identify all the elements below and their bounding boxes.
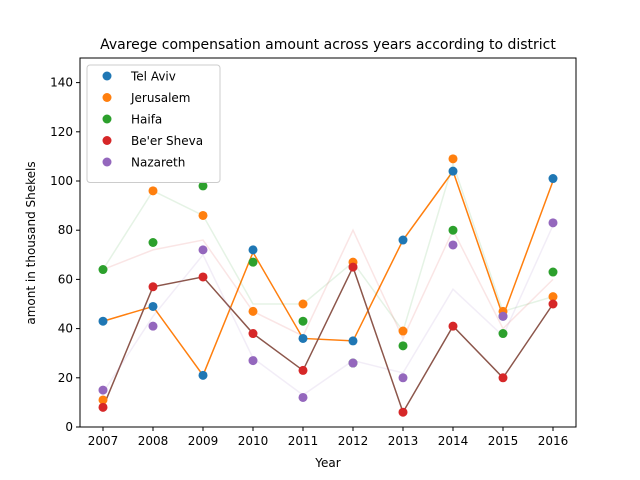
data-point-4-2007: [98, 385, 108, 395]
data-point-1-2008: [148, 186, 158, 196]
data-point-2-2008: [148, 238, 158, 247]
data-point-1-2014: [448, 154, 458, 164]
data-point-4-2009: [198, 245, 208, 255]
trend-line-2: [102, 161, 554, 333]
data-points: [98, 154, 558, 417]
x-tick-label-2013: 2013: [388, 434, 419, 448]
data-point-3-2016: [548, 299, 558, 309]
x-tick-label-2016: 2016: [538, 434, 569, 448]
y-tick-label-100: 100: [50, 174, 73, 188]
data-point-3-2013: [398, 407, 408, 417]
legend-label-4: Nazareth: [131, 156, 185, 170]
y-tick-label-140: 140: [50, 76, 73, 90]
data-point-3-2015: [498, 373, 508, 383]
data-point-2-2016: [548, 267, 558, 277]
data-point-3-2012: [348, 262, 358, 272]
trend-line-1: [102, 265, 554, 415]
data-point-4-2012: [348, 358, 358, 368]
y-tick-label-80: 80: [58, 223, 73, 237]
x-tick-label-2009: 2009: [188, 434, 219, 448]
data-point-0-2010: [248, 245, 258, 255]
y-tick-label-120: 120: [50, 125, 73, 139]
legend-label-3: Be'er Sheva: [131, 134, 203, 148]
data-point-1-2013: [398, 326, 408, 336]
y-tick-label-20: 20: [58, 371, 73, 385]
trend-line-4: [102, 224, 554, 396]
axes: 2007 2008 2009 2010 2011 2012 2013 2014 2015 2016…: [50, 57, 577, 448]
legend: Tel Aviv Jerusalem Haifa Be'er Sheva Nazaret…: [86, 64, 221, 183]
data-point-1-2010: [248, 306, 258, 316]
data-point-2-2013: [398, 341, 408, 351]
data-point-0-2011: [298, 333, 308, 343]
legend-marker-0: [102, 71, 112, 81]
data-point-0-2012: [348, 336, 358, 346]
data-point-2-2007: [98, 265, 108, 275]
data-point-1-2009: [198, 210, 208, 220]
data-point-2-2010: [248, 257, 258, 267]
data-point-3-2010: [248, 329, 258, 339]
legend-label-0: Tel Aviv: [130, 70, 176, 84]
y-tick-label-0: 0: [65, 420, 73, 434]
data-point-4-2008: [148, 321, 158, 331]
data-point-1-2007: [98, 395, 108, 405]
legend-label-2: Haifa: [131, 113, 162, 127]
data-point-3-2009: [198, 272, 208, 282]
legend-marker-2: [102, 114, 112, 124]
data-point-4-2013: [398, 373, 408, 383]
trend-lines: [102, 161, 554, 415]
legend-marker-3: [102, 136, 112, 145]
data-point-0-2016: [548, 174, 558, 184]
data-point-0-2014: [448, 166, 458, 176]
chart-title: Avarege compensation amount across years…: [100, 37, 556, 53]
x-axis-label: Year: [314, 456, 340, 470]
x-tick-label-2008: 2008: [138, 434, 169, 448]
data-point-4-2016: [548, 218, 558, 228]
x-tick-label-2015: 2015: [488, 434, 519, 448]
y-tick-label-60: 60: [58, 272, 73, 286]
data-point-4-2011: [298, 392, 308, 402]
data-point-1-2016: [548, 292, 558, 302]
trend-line-0: [102, 169, 554, 377]
x-tick-label-2011: 2011: [288, 434, 319, 448]
y-axis-label: amont in thousand Shekels: [24, 161, 38, 324]
data-point-2-2015: [498, 329, 508, 339]
plot-frame: [79, 57, 577, 428]
legend-marker-1: [102, 93, 112, 102]
data-point-0-2009: [198, 370, 208, 380]
y-tick-label-40: 40: [58, 322, 73, 336]
data-point-4-2015: [498, 311, 508, 321]
data-point-1-2011: [298, 299, 308, 309]
data-point-4-2010: [248, 356, 258, 366]
data-point-0-2013: [398, 235, 408, 245]
legend-label-1: Jerusalem: [130, 91, 190, 105]
data-point-3-2011: [298, 365, 308, 375]
x-tick-label-2010: 2010: [238, 434, 269, 448]
data-point-2-2014: [448, 225, 458, 235]
data-point-3-2007: [98, 402, 108, 412]
data-point-0-2008: [148, 301, 158, 311]
data-point-0-2007: [98, 316, 108, 326]
x-tick-label-2012: 2012: [338, 434, 369, 448]
x-tick-label-2007: 2007: [88, 434, 119, 448]
x-tick-label-2014: 2014: [438, 434, 469, 448]
data-point-3-2008: [148, 282, 158, 292]
data-point-2-2009: [198, 181, 208, 191]
legend-box: [86, 64, 221, 183]
data-point-3-2014: [448, 321, 458, 331]
legend-marker-4: [102, 157, 112, 167]
data-point-2-2011: [298, 316, 308, 326]
trend-line-3: [102, 228, 554, 341]
data-point-4-2014: [448, 240, 458, 250]
